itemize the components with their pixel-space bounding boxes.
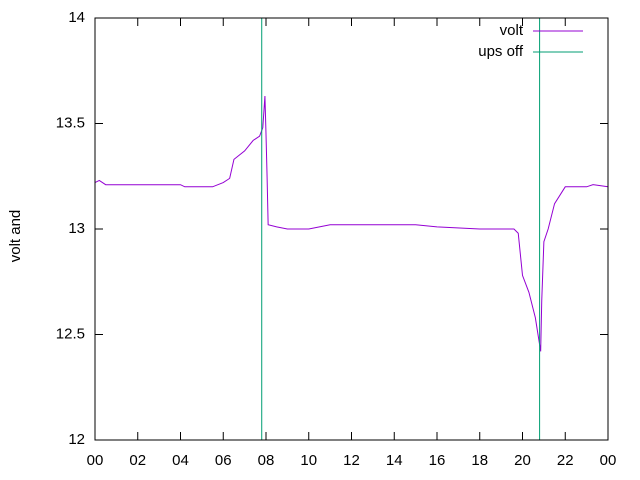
- x-tick-label: 14: [386, 452, 403, 469]
- x-tick-label: 10: [300, 452, 317, 469]
- x-tick-label: 22: [557, 452, 574, 469]
- x-tick-label: 06: [215, 452, 232, 469]
- x-tick-label: 12: [343, 452, 360, 469]
- y-tick-label: 12.5: [56, 325, 85, 342]
- plot-frame: [94, 17, 609, 441]
- y-tick-label: 13.5: [56, 114, 85, 131]
- x-tick-label: 02: [129, 452, 146, 469]
- x-tick-label: 04: [172, 452, 189, 469]
- x-tick-label: 20: [514, 452, 531, 469]
- x-tick-label: 00: [600, 452, 617, 469]
- x-tick-label: 00: [87, 452, 104, 469]
- y-tick-label: 13: [68, 220, 85, 237]
- legend-label: volt: [500, 22, 524, 39]
- x-tick-label: 08: [258, 452, 275, 469]
- legend-label: ups off: [478, 43, 524, 60]
- y-axis-label: volt and: [7, 210, 24, 263]
- x-tick-label: 18: [471, 452, 488, 469]
- series-line: [94, 96, 609, 352]
- y-tick-label: 14: [68, 9, 85, 26]
- y-tick-label: 12: [68, 431, 85, 448]
- x-tick-label: 16: [429, 452, 446, 469]
